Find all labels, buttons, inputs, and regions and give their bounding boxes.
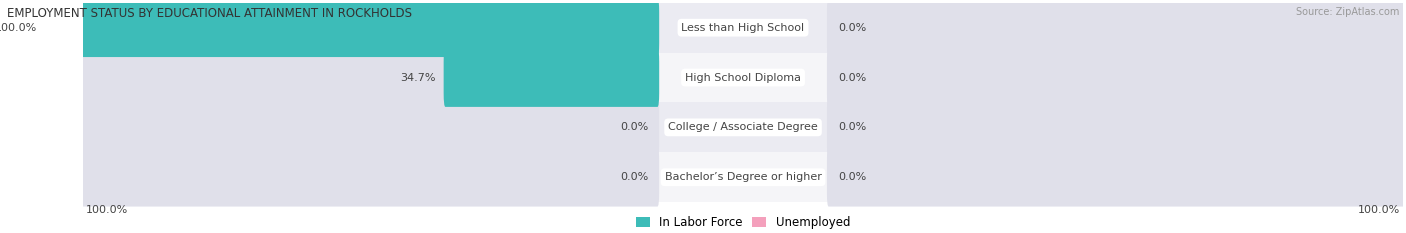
Text: 0.0%: 0.0% [838,23,866,33]
FancyBboxPatch shape [827,98,1406,157]
FancyBboxPatch shape [827,48,1406,107]
Text: Bachelor’s Degree or higher: Bachelor’s Degree or higher [665,172,821,182]
Text: Source: ZipAtlas.com: Source: ZipAtlas.com [1295,7,1399,17]
Text: 0.0%: 0.0% [838,72,866,82]
Text: 0.0%: 0.0% [620,172,648,182]
FancyBboxPatch shape [45,48,659,107]
FancyBboxPatch shape [45,98,659,157]
FancyBboxPatch shape [827,0,1406,57]
FancyBboxPatch shape [45,0,659,57]
Text: 100.0%: 100.0% [1358,205,1400,215]
Text: EMPLOYMENT STATUS BY EDUCATIONAL ATTAINMENT IN ROCKHOLDS: EMPLOYMENT STATUS BY EDUCATIONAL ATTAINM… [7,7,412,20]
Text: 100.0%: 100.0% [86,205,128,215]
FancyBboxPatch shape [45,148,659,207]
Text: 0.0%: 0.0% [838,172,866,182]
Text: 0.0%: 0.0% [620,122,648,132]
Legend: In Labor Force, Unemployed: In Labor Force, Unemployed [631,212,855,233]
Text: 34.7%: 34.7% [401,72,436,82]
Bar [83,3,1403,53]
FancyBboxPatch shape [444,48,659,107]
Bar [83,103,1403,152]
Text: 0.0%: 0.0% [838,122,866,132]
Text: Less than High School: Less than High School [682,23,804,33]
Bar [83,53,1403,103]
FancyBboxPatch shape [45,0,659,57]
Text: High School Diploma: High School Diploma [685,72,801,82]
Bar [83,152,1403,202]
FancyBboxPatch shape [827,148,1406,207]
Text: College / Associate Degree: College / Associate Degree [668,122,818,132]
Text: 100.0%: 100.0% [0,23,37,33]
